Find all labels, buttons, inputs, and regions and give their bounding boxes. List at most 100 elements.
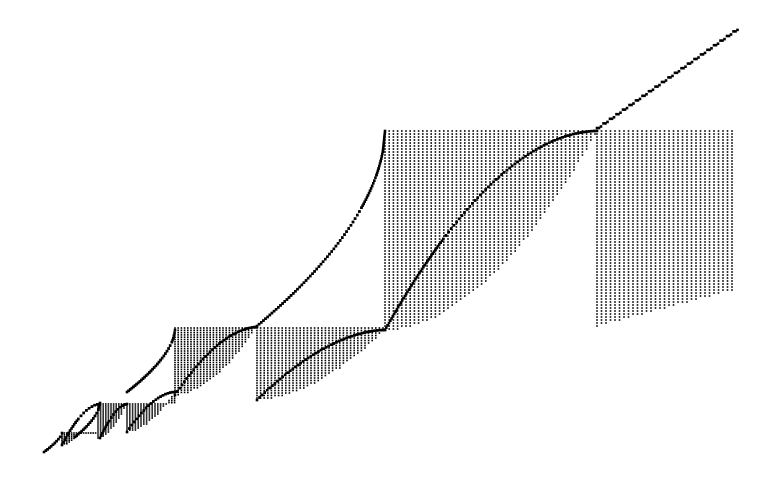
fan-dot	[203, 382, 205, 384]
grid-dot	[627, 223, 630, 225]
fan-dot	[82, 432, 85, 434]
fan-dot	[476, 253, 479, 255]
fan-dot	[405, 295, 407, 297]
fan-dot	[199, 380, 202, 382]
fan-dot	[388, 166, 390, 168]
fan-dot	[543, 139, 546, 141]
grid-dot	[605, 151, 607, 153]
fan-dot	[353, 339, 355, 342]
curve-segment	[516, 160, 519, 164]
grid-dot	[614, 232, 616, 234]
fan-dot	[270, 369, 273, 372]
curve-segment	[382, 143, 385, 146]
fan-dot	[346, 334, 348, 337]
fan-dot	[455, 262, 458, 264]
fan-dot	[413, 175, 416, 177]
fan-dot	[392, 292, 395, 294]
fan-dot	[447, 247, 449, 249]
fan-dot	[464, 136, 466, 138]
fan-dot	[256, 334, 258, 337]
grid-dot	[614, 136, 616, 138]
fan-dot	[409, 289, 411, 291]
fan-dot	[493, 130, 495, 132]
fan-dot	[489, 154, 491, 156]
fan-dot	[364, 347, 366, 349]
fan-dot	[434, 235, 437, 237]
fan-dot	[581, 145, 584, 147]
fan-dot	[417, 181, 420, 183]
fan-dot	[384, 301, 386, 303]
curve-segment	[386, 324, 389, 327]
fan-dot	[346, 349, 348, 352]
fan-dot	[277, 344, 280, 347]
fan-dot	[115, 403, 117, 405]
grid-dot	[600, 295, 603, 297]
fan-dot	[527, 163, 529, 165]
fan-dot	[472, 166, 474, 168]
fan-dot	[548, 148, 550, 150]
fan-dot	[514, 157, 516, 159]
curve-segment	[271, 384, 274, 387]
fan-dot	[522, 187, 525, 189]
fan-dot	[256, 377, 258, 379]
fan-dot	[388, 262, 390, 264]
fan-dot	[306, 334, 309, 337]
fan-dot	[392, 208, 395, 210]
curve-segment	[159, 395, 162, 398]
fan-dot	[99, 427, 102, 429]
grid-dot	[600, 172, 603, 174]
fan-dot	[401, 175, 403, 177]
fan-dot	[438, 259, 441, 261]
fan-dot	[480, 145, 483, 147]
fan-dot	[564, 142, 567, 144]
fan-dot	[107, 431, 110, 433]
fan-dot	[493, 217, 495, 219]
fan-dot	[434, 280, 437, 282]
fan-dot	[573, 139, 575, 141]
grid-dot	[605, 169, 607, 171]
fan-dot	[295, 339, 298, 342]
fan-dot	[339, 327, 341, 329]
curve-segment	[577, 131, 580, 135]
fan-dot	[303, 354, 305, 357]
fan-dot	[267, 394, 269, 397]
fan-dot	[493, 253, 495, 255]
fan-dot	[434, 292, 437, 294]
fan-dot	[263, 377, 265, 379]
fan-dot	[212, 338, 215, 341]
fan-dot	[388, 313, 390, 315]
fan-dot	[335, 344, 337, 347]
grid-dot	[618, 148, 621, 150]
fan-dot	[281, 334, 283, 337]
fan-dot	[501, 163, 504, 165]
fan-dot	[388, 226, 390, 228]
fan-dot	[306, 329, 309, 332]
fan-dot	[235, 331, 237, 334]
fan-dot	[371, 339, 373, 342]
fan-dot	[497, 259, 500, 261]
fan-dot	[180, 343, 183, 345]
fan-dot	[203, 347, 205, 350]
fan-dot	[468, 160, 470, 162]
fan-dot	[61, 441, 63, 443]
fan-dot	[292, 377, 294, 379]
fan-dot	[468, 202, 470, 204]
fan-dot	[193, 331, 195, 334]
curve-segment	[107, 419, 111, 423]
fan-dot	[339, 359, 341, 362]
grid-dot	[618, 202, 621, 204]
fan-dot	[401, 310, 403, 312]
fan-dot	[417, 265, 420, 267]
grid-dot	[623, 133, 625, 135]
fan-dot	[145, 413, 148, 415]
fan-dot	[118, 403, 120, 405]
fan-dot	[115, 409, 117, 411]
fan-dot	[231, 336, 234, 338]
fan-dot	[392, 136, 395, 138]
curve-segment	[495, 178, 498, 181]
fan-dot	[413, 214, 416, 216]
grid-dot	[614, 175, 616, 177]
fan-dot	[63, 437, 66, 440]
fan-dot	[384, 244, 386, 246]
fan-dot	[331, 327, 334, 329]
